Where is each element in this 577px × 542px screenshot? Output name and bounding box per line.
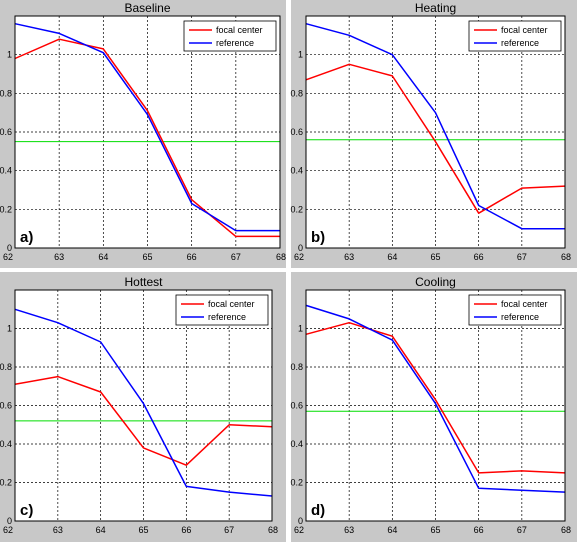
series-line-reference <box>305 22 565 230</box>
x-tick-label: 68 <box>561 525 571 535</box>
y-tick-label: 0.8 <box>0 88 12 98</box>
axes-frame <box>305 289 566 522</box>
x-tick-label: 63 <box>53 525 63 535</box>
axes-frame <box>14 15 281 249</box>
y-tick-label: 0.6 <box>0 401 12 411</box>
x-tick-label: 64 <box>98 252 108 262</box>
y-tick-label: 0 <box>298 243 303 253</box>
y-tick-label: 0 <box>7 516 12 526</box>
legend: focal center reference <box>183 20 277 52</box>
series-line-reference <box>14 308 273 497</box>
series-line-focal-center <box>14 375 273 466</box>
x-tick-label: 67 <box>517 525 527 535</box>
x-tick-label: 66 <box>181 525 191 535</box>
legend: focal center reference <box>175 294 269 326</box>
x-tick-label: 63 <box>54 252 64 262</box>
x-tick-label: 64 <box>96 525 106 535</box>
y-tick-label: 1 <box>7 50 12 60</box>
x-tick-label: 66 <box>474 525 484 535</box>
x-tick-label: 67 <box>231 252 241 262</box>
series-line-focal-center <box>305 63 566 214</box>
y-tick-label: 1 <box>7 324 12 334</box>
legend-label: focal center <box>501 299 548 309</box>
y-tick-label: 0.4 <box>290 439 303 449</box>
legend-box <box>183 20 277 52</box>
x-tick-label: 65 <box>430 252 440 262</box>
y-tick-label: 0.8 <box>0 362 12 372</box>
legend: focal center reference <box>468 294 562 326</box>
x-tick-label: 66 <box>474 252 484 262</box>
x-tick-label: 62 <box>3 252 13 262</box>
y-tick-label: 0.8 <box>290 88 303 98</box>
y-tick-label: 1 <box>298 50 303 60</box>
y-tick-label: 0.6 <box>290 127 303 137</box>
chart-panel-4: 62 63 64 65 66 67 68 0 0.2 0.4 0.6 0.8 1 Cooling focal… <box>290 272 577 542</box>
x-tick-label: 66 <box>187 252 197 262</box>
legend-label: reference <box>208 312 246 322</box>
panel-label: c) <box>20 502 33 519</box>
x-tick-label: 63 <box>344 525 354 535</box>
axes-frame <box>305 15 566 249</box>
x-tick-label: 67 <box>517 252 527 262</box>
x-tick-label: 62 <box>294 252 304 262</box>
y-tick-label: 0.4 <box>290 166 303 176</box>
x-tick-label: 64 <box>387 525 397 535</box>
panel-label: b) <box>311 229 325 246</box>
x-tick-label: 68 <box>268 525 278 535</box>
y-tick-label: 0.2 <box>0 478 12 488</box>
chart-panel-2: 62 63 64 65 66 67 68 0 0.2 0.4 0.6 0.8 1 Heating focal… <box>290 0 577 268</box>
y-tick-label: 0.2 <box>290 204 303 214</box>
y-tick-label: 1 <box>298 324 303 334</box>
legend-box <box>468 20 562 52</box>
chart-title: Heating <box>415 1 456 15</box>
y-tick-label: 0.4 <box>0 439 12 449</box>
y-tick-label: 0.2 <box>290 478 303 488</box>
series-line-focal-center <box>14 38 280 238</box>
x-tick-label: 63 <box>344 252 354 262</box>
series-line-reference <box>14 22 280 232</box>
legend-box <box>175 294 269 326</box>
axes-frame <box>14 289 273 522</box>
panel-label: a) <box>20 229 33 246</box>
y-tick-label: 0.4 <box>0 166 12 176</box>
legend-label: reference <box>216 38 254 48</box>
legend-label: focal center <box>208 299 255 309</box>
x-tick-label: 64 <box>387 252 397 262</box>
y-tick-label: 0 <box>298 516 303 526</box>
x-tick-label: 65 <box>142 252 152 262</box>
y-tick-label: 0.2 <box>0 204 12 214</box>
series-line-focal-center <box>305 321 566 474</box>
panel-label: d) <box>311 502 325 519</box>
x-tick-label: 67 <box>224 525 234 535</box>
y-tick-label: 0.8 <box>290 362 303 372</box>
legend-box <box>468 294 562 326</box>
chart-title: Hottest <box>124 275 163 289</box>
x-tick-label: 68 <box>276 252 286 262</box>
y-tick-label: 0.6 <box>0 127 12 137</box>
chart-panel-3: 62 63 64 65 66 67 68 0 0.2 0.4 0.6 0.8 1 Hottest focal… <box>0 272 286 542</box>
x-tick-label: 62 <box>3 525 13 535</box>
legend-label: reference <box>501 312 539 322</box>
x-tick-label: 65 <box>138 525 148 535</box>
legend: focal center reference <box>468 20 562 52</box>
y-tick-label: 0 <box>7 243 12 253</box>
legend-label: focal center <box>501 25 548 35</box>
legend-label: focal center <box>216 25 263 35</box>
chart-panel-1: 62 63 64 65 66 67 68 0 0.2 0.4 0.6 0.8 1 Baseline foca… <box>0 0 286 268</box>
chart-title: Cooling <box>415 275 456 289</box>
x-tick-label: 65 <box>430 525 440 535</box>
chart-title: Baseline <box>124 1 170 15</box>
y-tick-label: 0.6 <box>290 401 303 411</box>
x-tick-label: 68 <box>561 252 571 262</box>
series-line-reference <box>305 304 566 493</box>
x-tick-label: 62 <box>294 525 304 535</box>
legend-label: reference <box>501 38 539 48</box>
